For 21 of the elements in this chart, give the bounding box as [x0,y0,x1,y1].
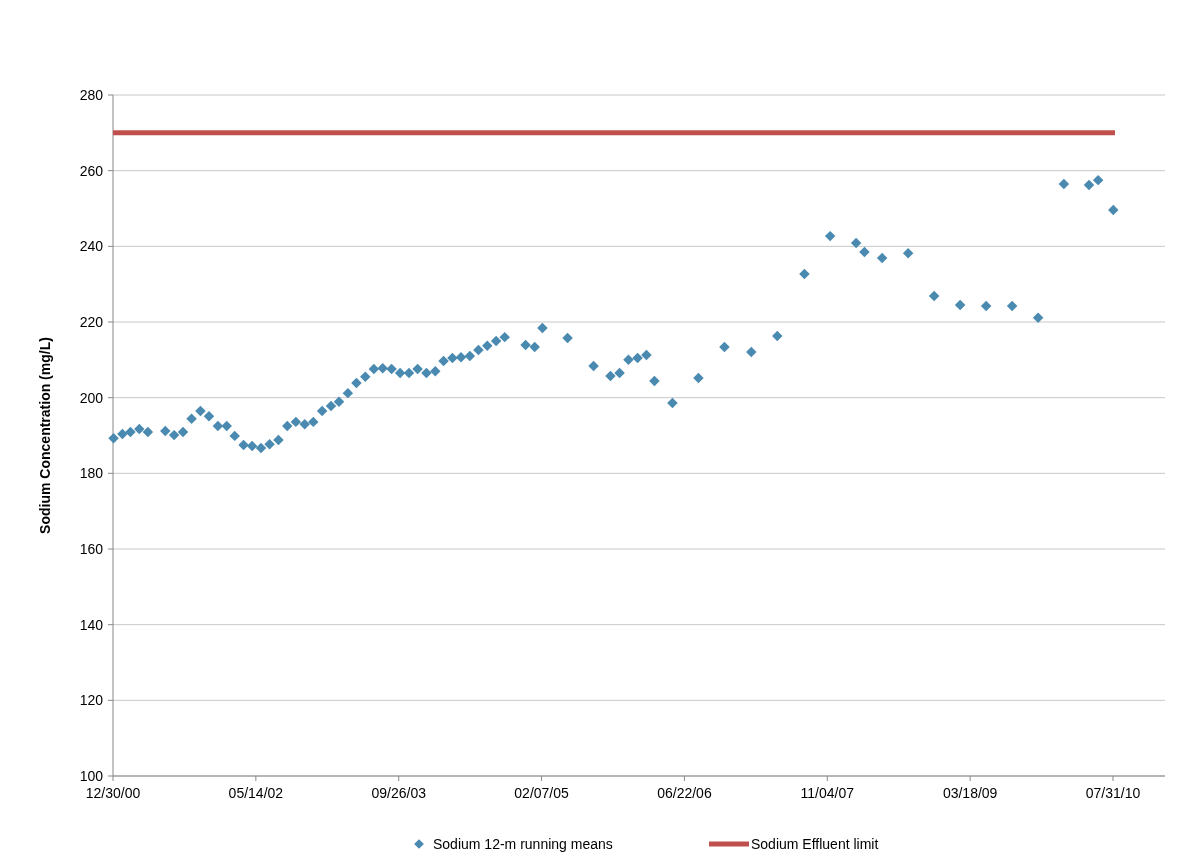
y-tick-label: 120 [79,692,104,709]
legend-label: Sodium Effluent limit [751,835,879,852]
y-tick-label: 200 [79,389,104,406]
y-tick-label: 220 [79,313,104,330]
y-tick-label: 140 [79,616,104,633]
y-tick-label: 280 [79,86,104,103]
x-tick-label: 09/26/03 [371,785,427,801]
y-tick-label: 180 [79,465,104,482]
x-tick-label: 06/22/06 [657,785,712,801]
x-tick-label: 03/18/09 [942,785,998,801]
x-tick-label: 05/14/02 [228,785,284,801]
x-tick-label: 12/30/00 [85,785,141,801]
y-axis-title: Sodium Concentration (mg/L) [37,337,53,534]
x-tick-label: 11/04/07 [800,785,855,801]
y-tick-label: 260 [79,162,104,179]
x-tick-label: 02/07/05 [514,785,570,801]
y-tick-label: 240 [79,238,104,255]
x-tick-label: 07/31/10 [1085,785,1141,801]
y-tick-label: 160 [79,540,104,557]
y-tick-label: 100 [79,767,104,784]
legend-label: Sodium 12-m running means [433,835,613,852]
